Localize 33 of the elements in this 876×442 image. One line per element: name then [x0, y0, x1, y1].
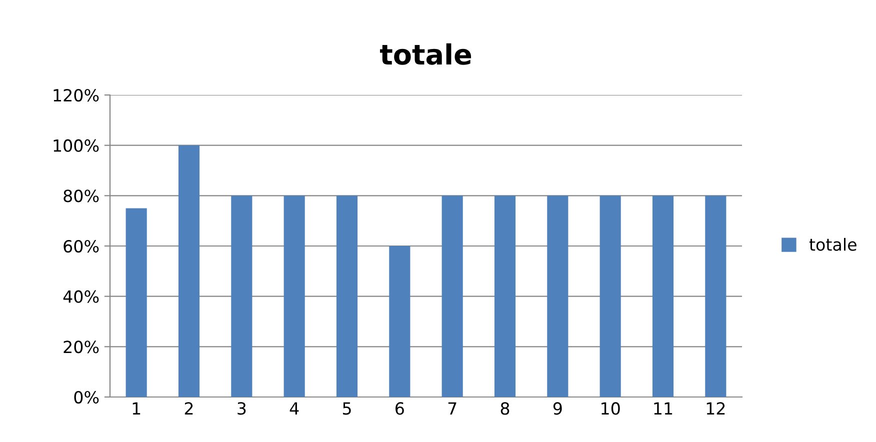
bar: [284, 196, 305, 397]
x-tick-label: 4: [290, 402, 299, 415]
y-tick-label: 80%: [64, 190, 99, 202]
x-tick-label: 12: [706, 402, 725, 415]
x-tick-label: 1: [132, 402, 140, 415]
x-tick-label: 8: [500, 402, 510, 415]
x-tick-label: 11: [654, 402, 672, 415]
bar: [705, 196, 726, 397]
x-tick-label: 3: [238, 402, 246, 415]
x-tick-label: 10: [602, 402, 620, 415]
legend-label: totale: [809, 238, 856, 251]
y-tick-label: 20%: [64, 340, 99, 354]
bar: [600, 196, 621, 397]
y-tick-label: 120%: [54, 88, 99, 102]
bar: [389, 246, 410, 397]
y-tick-label: 100%: [54, 139, 99, 152]
bar: [126, 208, 147, 397]
bar: [336, 196, 358, 397]
x-tick-label: 7: [448, 402, 456, 415]
x-tick-label: 5: [342, 402, 351, 415]
bar: [547, 196, 568, 397]
x-tick-label: 6: [396, 402, 404, 415]
x-tick-label: 9: [553, 402, 562, 415]
chart-title: totale: [380, 43, 472, 65]
bar: [494, 196, 516, 397]
bar: [442, 196, 463, 397]
bar: [178, 145, 200, 397]
y-tick-label: 0%: [74, 390, 99, 404]
y-tick-label: 40%: [63, 290, 99, 303]
x-tick-label: 2: [184, 402, 193, 415]
y-tick-label: 60%: [64, 240, 99, 253]
bar: [231, 196, 252, 397]
bar: [652, 196, 674, 397]
